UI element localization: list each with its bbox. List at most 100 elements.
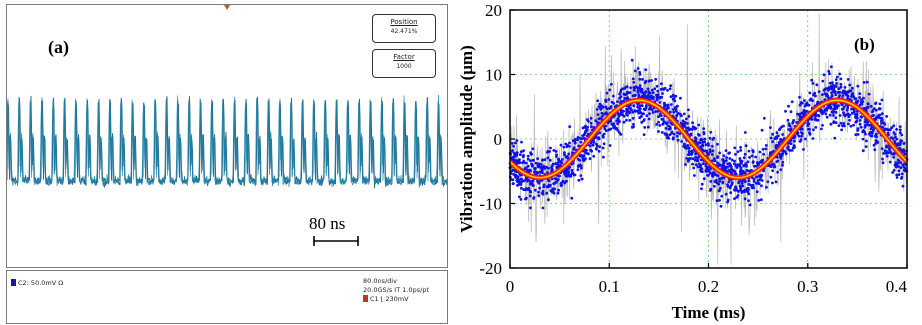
scatter-point	[594, 147, 598, 151]
scatter-point	[842, 122, 846, 125]
scatter-point	[537, 190, 540, 194]
scatter-point	[514, 154, 518, 158]
scatter-point	[616, 122, 619, 126]
scatter-point	[668, 87, 672, 91]
scatter-point	[529, 206, 532, 210]
scatter-point	[700, 187, 703, 191]
scatter-point	[669, 95, 673, 99]
scatter-point	[892, 155, 895, 159]
scatter-point	[530, 152, 533, 156]
scatter-point	[696, 165, 700, 169]
scatter-point	[511, 156, 515, 159]
scatter-point	[554, 162, 557, 166]
scatter-point	[521, 155, 525, 159]
scatter-point	[646, 125, 650, 129]
scatter-point	[740, 191, 744, 194]
scatter-point	[839, 85, 843, 89]
scatter-point	[800, 111, 804, 115]
scatter-point	[888, 146, 891, 150]
scatter-point	[850, 107, 854, 111]
factor-box[interactable]: Factor 1000	[372, 49, 436, 78]
scatter-point	[895, 173, 899, 177]
panel-b-tag: (b)	[854, 35, 875, 54]
scatter-point	[866, 102, 870, 106]
scatter-point	[724, 192, 728, 196]
scatter-point	[899, 141, 902, 145]
scatter-point	[679, 96, 682, 100]
scatter-point	[765, 185, 768, 189]
scatter-point	[895, 127, 898, 131]
scatter-point	[748, 203, 752, 207]
scatter-point	[834, 78, 838, 82]
scatter-point	[617, 119, 621, 123]
scatter-point	[837, 124, 841, 127]
scatter-point	[898, 125, 902, 128]
scatter-point	[746, 160, 750, 164]
scatter-point	[596, 99, 600, 103]
scatter-point	[730, 158, 734, 162]
scatter-point	[711, 174, 715, 178]
scatter-point	[671, 108, 675, 111]
scatter-point	[754, 155, 757, 159]
scatter-point	[867, 124, 871, 127]
scatter-point	[526, 157, 530, 161]
scatter-point	[715, 199, 719, 203]
scatter-point	[602, 155, 605, 159]
scatter-point	[693, 158, 697, 162]
scatter-point	[839, 121, 843, 125]
scatter-point	[867, 92, 871, 96]
scatter-point	[657, 120, 660, 124]
scatter-point	[565, 174, 569, 178]
scatter-point	[764, 144, 768, 147]
scatter-point	[726, 183, 729, 187]
scatter-point	[687, 108, 690, 112]
scatter-point	[621, 87, 624, 91]
scatter-point	[739, 186, 742, 190]
scatter-point	[880, 112, 884, 116]
scatter-point	[840, 128, 843, 132]
oscilloscope-screen: (a) 80 ns Position 42.471% Factor 1000	[6, 4, 448, 268]
scatter-point	[760, 128, 764, 132]
scatter-point	[900, 133, 904, 137]
trigger-readout-text: C1 ⌊ 230mV	[370, 295, 409, 303]
scatter-point	[865, 80, 869, 84]
scatter-point	[831, 81, 834, 85]
scatter-point	[862, 129, 865, 132]
scatter-point	[647, 117, 651, 121]
scatter-point	[588, 157, 592, 161]
scatter-point	[883, 127, 887, 131]
scatter-point	[896, 158, 900, 162]
scatter-point	[689, 132, 693, 136]
scatter-point	[825, 87, 829, 91]
scatter-point	[657, 130, 660, 133]
scatter-point	[852, 108, 856, 111]
scatter-point	[515, 151, 519, 155]
scatter-point	[625, 107, 628, 111]
scatter-point	[881, 125, 885, 129]
scatter-point	[552, 149, 556, 152]
scatter-point	[647, 92, 651, 95]
scatter-point	[533, 188, 537, 192]
position-box[interactable]: Position 42.471%	[372, 14, 436, 43]
scatter-point	[568, 141, 571, 145]
scatter-point	[518, 195, 521, 199]
scatter-point	[878, 113, 882, 117]
scatter-point	[718, 198, 721, 202]
scatter-point	[562, 145, 566, 149]
scatter-point	[648, 112, 651, 115]
scatter-point	[855, 100, 859, 104]
scatter-point	[579, 174, 583, 178]
scatter-point	[594, 119, 598, 123]
scatter-point	[643, 95, 647, 99]
scatter-point	[615, 119, 619, 123]
scatter-point	[718, 151, 721, 155]
scatter-point	[518, 158, 521, 162]
channel-readout: C2: 50.0mV Ω	[11, 279, 63, 288]
scatter-point	[608, 120, 611, 123]
scatter-point	[733, 159, 736, 163]
scatter-point	[847, 115, 851, 119]
oscilloscope-status-bar: C2: 50.0mV Ω 80.0ns/div 20.0GS/s IT 1.0p…	[6, 270, 448, 324]
scatter-point	[548, 158, 552, 162]
scatter-point	[660, 82, 663, 86]
scatter-point	[547, 198, 550, 202]
